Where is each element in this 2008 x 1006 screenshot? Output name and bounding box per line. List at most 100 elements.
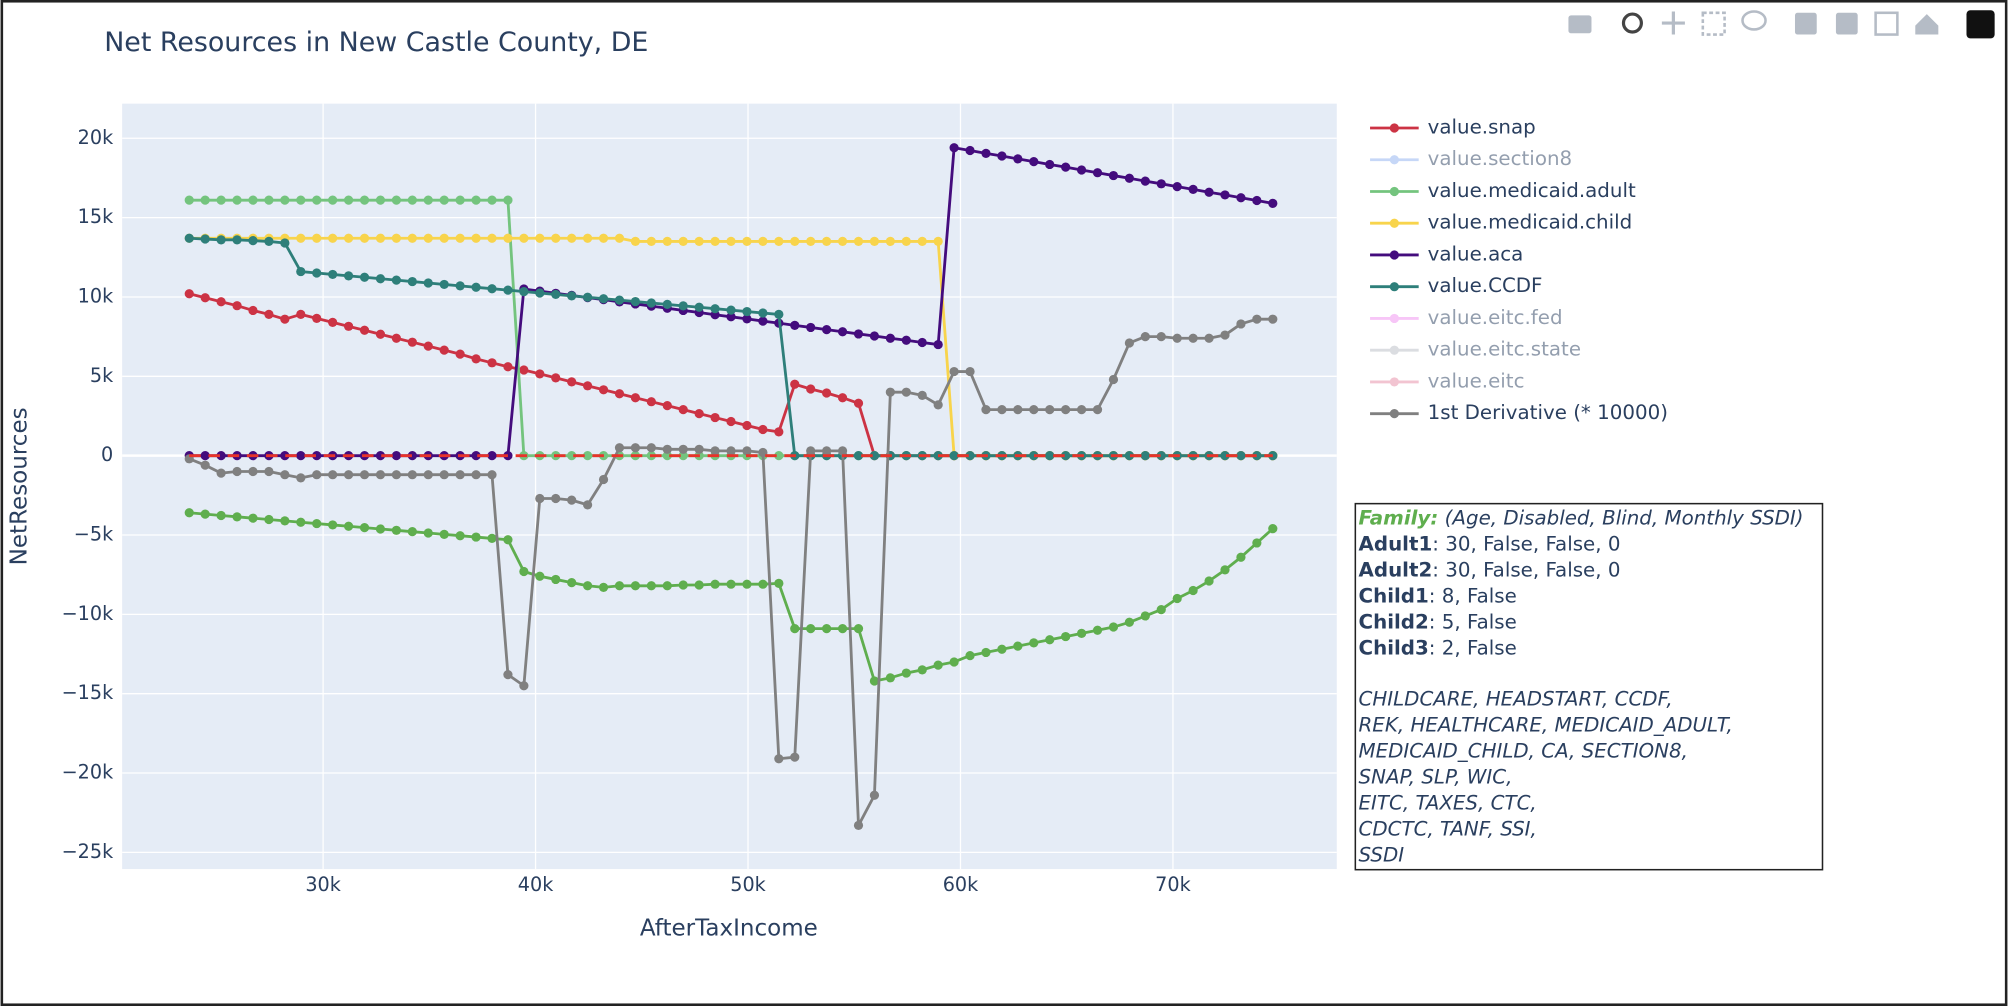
plotly-logo[interactable] xyxy=(1966,10,1995,39)
series-marker xyxy=(471,532,481,542)
series-marker xyxy=(503,535,513,545)
series-marker xyxy=(264,514,274,525)
series-marker xyxy=(1076,628,1087,638)
series-marker xyxy=(407,195,417,205)
series-marker xyxy=(758,579,768,589)
series-marker xyxy=(567,495,577,505)
series-marker xyxy=(455,470,465,480)
legend-item[interactable]: value.medicaid.child xyxy=(1370,211,1632,234)
legend-item[interactable]: value.aca xyxy=(1370,242,1523,265)
series-marker xyxy=(439,345,449,355)
series-marker xyxy=(519,566,529,577)
series-marker xyxy=(184,508,194,518)
series-marker xyxy=(1124,617,1134,627)
series-marker xyxy=(694,236,704,247)
series-marker xyxy=(822,325,832,335)
chart-title: Net Resources in New Castle County, DE xyxy=(104,27,648,58)
series-marker xyxy=(726,446,736,456)
lasso-button[interactable] xyxy=(1741,10,1767,31)
zoom-out-button[interactable] xyxy=(1835,12,1858,35)
series-marker xyxy=(567,451,577,461)
series-marker xyxy=(391,525,402,535)
series-marker xyxy=(232,301,242,311)
series-marker xyxy=(312,470,322,480)
series-marker xyxy=(774,427,784,437)
series-marker xyxy=(423,233,433,243)
series-marker xyxy=(678,405,688,415)
annotation-text: : 30, False, False, 0 xyxy=(1432,558,1620,581)
series-marker xyxy=(1124,451,1134,461)
series-marker xyxy=(614,295,625,305)
series-marker xyxy=(407,451,417,461)
legend-item[interactable]: value.medicaid.adult xyxy=(1370,179,1636,202)
zoom-in-button[interactable] xyxy=(1794,12,1817,35)
legend-item[interactable]: 1st Derivative (* 10000) xyxy=(1370,401,1668,424)
y-axis-title: NetResources xyxy=(6,407,32,565)
series-marker xyxy=(184,289,194,299)
legend-marker xyxy=(1389,313,1399,324)
series-marker xyxy=(630,581,641,591)
series-marker xyxy=(758,308,768,318)
series-marker xyxy=(296,451,306,461)
series-marker xyxy=(806,624,816,634)
series-marker xyxy=(216,297,226,307)
series-marker xyxy=(901,335,911,345)
legend-item[interactable]: value.eitc xyxy=(1370,369,1525,392)
legend-item[interactable]: value.snap xyxy=(1370,115,1536,138)
annotation-program: CHILDCARE, HEADSTART, CCDF, xyxy=(1359,688,1673,711)
series-marker xyxy=(790,752,800,762)
series-marker xyxy=(1029,638,1039,648)
legend-marker xyxy=(1389,155,1399,165)
series-marker xyxy=(853,820,864,831)
series-marker xyxy=(375,233,386,243)
series-marker xyxy=(774,309,784,320)
series-marker xyxy=(933,400,943,410)
series-marker xyxy=(1188,184,1198,194)
legend-item[interactable]: value.eitc.fed xyxy=(1370,306,1563,329)
annotation-program: MEDICAID_CHILD, CA, SECTION8, xyxy=(1359,740,1688,763)
series-marker xyxy=(1108,374,1119,385)
legend-item[interactable]: value.section8 xyxy=(1370,147,1572,170)
series-marker xyxy=(965,451,975,461)
series-marker xyxy=(280,470,290,480)
series-marker xyxy=(1204,187,1214,197)
series-marker xyxy=(1013,405,1023,415)
series-marker xyxy=(535,369,545,379)
legend-item[interactable]: value.eitc.state xyxy=(1370,338,1581,361)
annotation-text: (Age, Disabled, Blind, Monthly SSDI) xyxy=(1445,506,1804,529)
series-marker xyxy=(1140,332,1150,342)
pan-button[interactable] xyxy=(1661,11,1685,35)
series-marker xyxy=(328,470,338,480)
annotation-line: Child1: 8, False xyxy=(1359,584,1517,607)
series-marker xyxy=(535,571,545,581)
series-marker xyxy=(1108,170,1119,181)
series-marker xyxy=(343,195,354,205)
series-marker xyxy=(343,271,354,281)
reset-button[interactable] xyxy=(1915,14,1939,35)
series-marker xyxy=(248,513,258,523)
series-marker xyxy=(296,309,306,320)
series-marker xyxy=(232,512,242,522)
legend-label: value.eitc.fed xyxy=(1428,306,1563,329)
series-marker xyxy=(567,291,577,301)
series-marker xyxy=(965,651,975,661)
series-marker xyxy=(312,233,322,243)
series-marker xyxy=(598,582,609,592)
camera-button[interactable] xyxy=(1568,15,1592,34)
series-marker xyxy=(423,528,433,538)
series-marker xyxy=(375,195,386,205)
y-tick-label: −25k xyxy=(62,840,114,863)
series-marker xyxy=(439,529,449,539)
series-marker xyxy=(949,366,959,377)
series-marker xyxy=(439,233,449,243)
zoom-button[interactable] xyxy=(1621,12,1643,34)
select-button[interactable] xyxy=(1701,11,1726,36)
series-marker xyxy=(471,354,481,364)
series-marker xyxy=(901,236,911,247)
autoscale-button[interactable] xyxy=(1874,11,1899,36)
legend-item[interactable]: value.CCDF xyxy=(1370,274,1542,297)
series-marker xyxy=(583,581,593,591)
series-marker xyxy=(184,195,194,205)
series-marker xyxy=(216,510,226,521)
series-marker xyxy=(1045,159,1055,170)
